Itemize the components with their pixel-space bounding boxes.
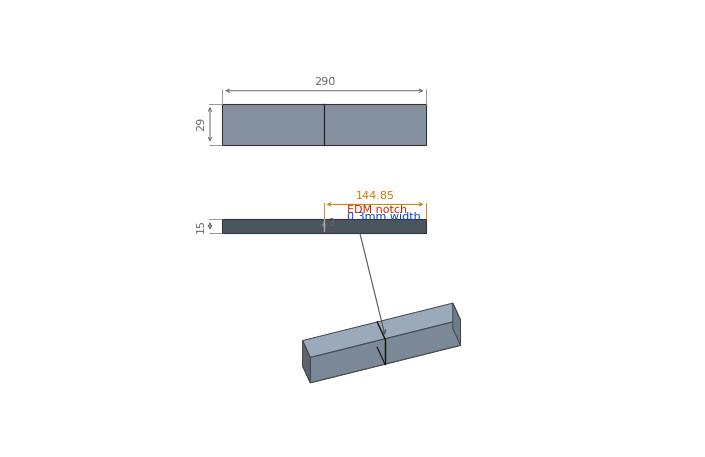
Polygon shape bbox=[310, 320, 460, 383]
Text: EDM notch: EDM notch bbox=[348, 205, 407, 215]
Polygon shape bbox=[302, 329, 460, 383]
Text: 29: 29 bbox=[196, 117, 206, 132]
Text: 144.85: 144.85 bbox=[355, 191, 395, 201]
Polygon shape bbox=[453, 303, 460, 345]
Polygon shape bbox=[302, 340, 310, 383]
Polygon shape bbox=[302, 303, 460, 357]
Text: 290: 290 bbox=[314, 77, 335, 87]
Bar bbox=[222, 104, 427, 144]
Text: 15: 15 bbox=[196, 219, 206, 233]
Bar bbox=[222, 219, 427, 233]
Text: 3: 3 bbox=[328, 218, 334, 228]
Text: 0.3mm width: 0.3mm width bbox=[348, 212, 421, 222]
